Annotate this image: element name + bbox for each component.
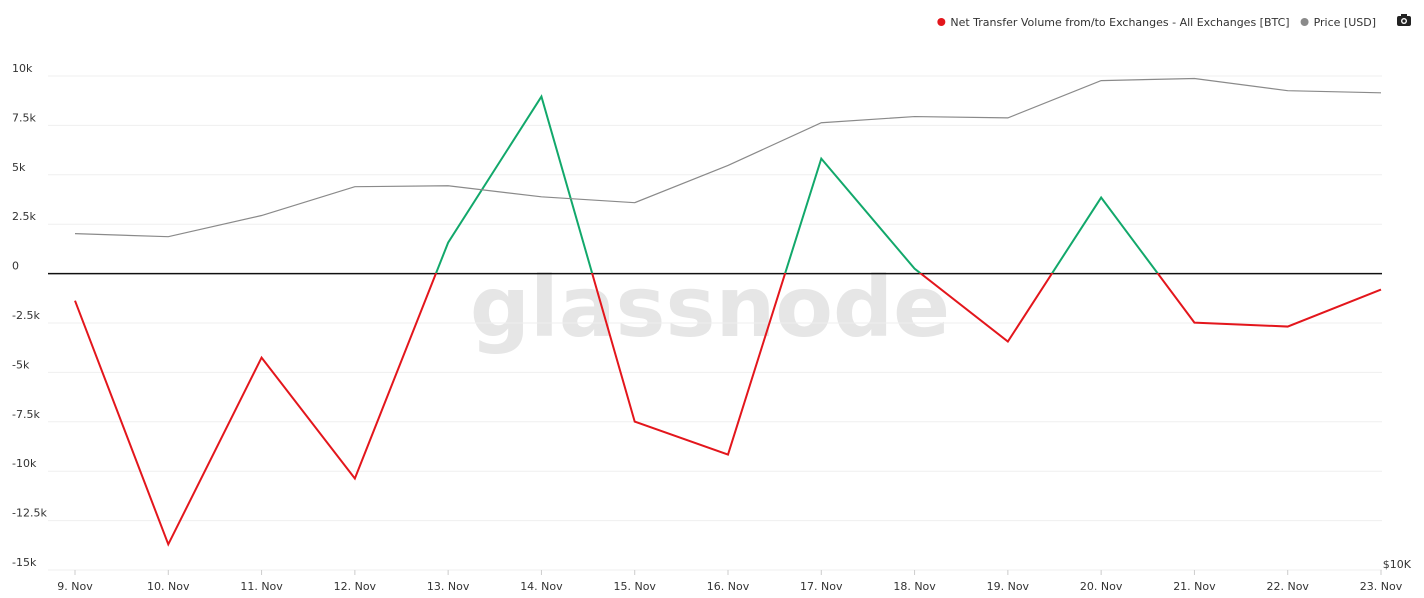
x-tick-label: 17. Nov [800,580,843,593]
x-tick-label: 23. Nov [1360,580,1403,593]
y-tick-label: -2.5k [12,309,40,322]
legend-marker [937,18,946,26]
y-tick-label: 2.5k [12,210,36,223]
x-tick-label: 10. Nov [147,580,190,593]
x-tick-label: 15. Nov [613,580,656,593]
x-tick-label: 11. Nov [240,580,283,593]
x-tick-label: 21. Nov [1173,580,1216,593]
x-tick-label: 20. Nov [1080,580,1123,593]
x-tick-label: 13. Nov [427,580,470,593]
series-line-below-zero [74,273,1382,547]
x-tick-label: 14. Nov [520,580,563,593]
y-tick-label: -7.5k [12,408,40,421]
y-tick-label: -12.5k [12,507,47,520]
y-tick-label: -10k [12,457,37,470]
x-tick-label: 16. Nov [707,580,750,593]
y-tick-label: -15k [12,556,37,569]
y-tick-label: 7.5k [12,111,36,124]
legend-label: Price [USD] [1314,16,1376,29]
legend-label: Net Transfer Volume from/to Exchanges - … [950,16,1289,29]
x-tick-label: 22. Nov [1266,580,1309,593]
y-tick-label: -5k [12,358,30,371]
watermark: glassnode [470,258,950,356]
x-tick-label: 19. Nov [987,580,1030,593]
legend-marker [1300,18,1309,26]
x-tick-label: 18. Nov [893,580,936,593]
x-tick-label: 9. Nov [57,580,93,593]
x-tick-label: 12. Nov [334,580,377,593]
camera-icon[interactable] [1397,14,1411,26]
series-line [74,77,1382,238]
y-tick-label: 10k [12,62,33,75]
y2-tick-label: $10K [1383,558,1412,571]
y-tick-label: 0 [12,260,19,273]
y-tick-label: 5k [12,161,26,174]
